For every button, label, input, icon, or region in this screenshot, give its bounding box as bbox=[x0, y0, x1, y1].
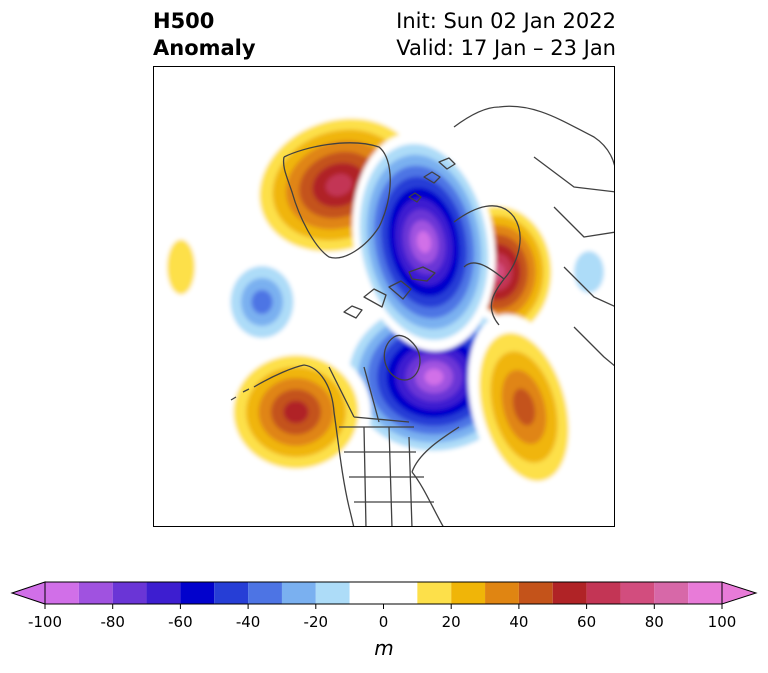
contour-siberia-10 bbox=[416, 231, 432, 253]
title-variable: H500 bbox=[153, 9, 215, 33]
colorbar-tick-label: 60 bbox=[577, 613, 596, 631]
colorbar-tick-label: -20 bbox=[304, 613, 329, 631]
colorbar-tick-label: 20 bbox=[442, 613, 461, 631]
contour-greenland-7 bbox=[325, 173, 353, 197]
colorbar-segment bbox=[383, 582, 418, 604]
init-date: Init: Sun 02 Jan 2022 bbox=[396, 9, 616, 33]
colorbar-segment bbox=[552, 582, 587, 604]
title-field: Anomaly bbox=[153, 36, 256, 60]
colorbar-segment bbox=[654, 582, 689, 604]
colorbar-segment bbox=[146, 582, 181, 604]
colorbar-tick-label: 80 bbox=[645, 613, 664, 631]
colorbar-segment bbox=[417, 582, 452, 604]
colorbar-segment bbox=[586, 582, 621, 604]
anomaly-atlantic bbox=[468, 314, 580, 500]
map-panel bbox=[153, 66, 615, 527]
contour-wpacific-2 bbox=[167, 239, 195, 295]
colorbar-tick-label: 40 bbox=[509, 613, 528, 631]
anomaly-pacific bbox=[220, 254, 304, 350]
anomaly-map bbox=[154, 105, 614, 526]
coastline-6 bbox=[408, 266, 436, 282]
colorbar-tick-label: -40 bbox=[236, 613, 261, 631]
colorbar-segment bbox=[688, 582, 722, 604]
colorbar-tick-label: 0 bbox=[379, 613, 389, 631]
colorbar-segment bbox=[315, 582, 350, 604]
coastline-0 bbox=[303, 364, 355, 526]
colorbar-tick-label: 100 bbox=[708, 613, 737, 631]
colorbar-segment bbox=[281, 582, 316, 604]
colorbar-segment bbox=[78, 582, 113, 604]
colorbar-segment bbox=[620, 582, 655, 604]
colorbar-tick-label: -80 bbox=[100, 613, 125, 631]
colorbar-extend-high bbox=[721, 581, 758, 605]
coastline-2 bbox=[411, 426, 460, 526]
colorbar-unit-label: m bbox=[374, 636, 394, 660]
colorbar-segment bbox=[248, 582, 282, 604]
coastline-7 bbox=[453, 205, 521, 326]
map-title: H500 Anomaly bbox=[153, 8, 256, 62]
colorbar-segment bbox=[45, 582, 79, 604]
contour-alaska-6 bbox=[283, 400, 309, 424]
colorbar-segment bbox=[214, 582, 249, 604]
colorbar-tick-label: -100 bbox=[28, 613, 62, 631]
coastline-1 bbox=[230, 364, 305, 401]
colorbar-segment bbox=[349, 582, 384, 604]
coastline-5 bbox=[282, 142, 391, 259]
valid-range: Valid: 17 Jan – 23 Jan bbox=[396, 36, 616, 60]
coastline-11 bbox=[328, 366, 410, 423]
colorbar-extend-low bbox=[10, 581, 46, 605]
coastline-3 bbox=[383, 334, 421, 381]
colorbar-segment bbox=[451, 582, 486, 604]
coastline-12 bbox=[408, 157, 456, 203]
map-dates: Init: Sun 02 Jan 2022 Valid: 17 Jan – 23… bbox=[370, 8, 616, 62]
anomaly-alaska bbox=[221, 344, 371, 480]
coastline-4 bbox=[343, 280, 412, 319]
anomaly-wpacific bbox=[154, 212, 209, 322]
coastline-10 bbox=[339, 426, 434, 526]
colorbar-tick-label: -60 bbox=[168, 613, 193, 631]
anomaly-asia bbox=[559, 230, 614, 314]
colorbar-segment bbox=[112, 582, 147, 604]
contour-atlantic-5 bbox=[512, 388, 536, 426]
colorbar-segment bbox=[485, 582, 519, 604]
contour-canada-10 bbox=[424, 368, 444, 386]
contour-asia-2 bbox=[574, 251, 604, 293]
colorbar-segment bbox=[180, 582, 215, 604]
coastline-8 bbox=[453, 105, 614, 166]
colorbar: -100 -80 -60 -40 -20 0 20 40 60 80 100 bbox=[10, 581, 758, 631]
coastline-9 bbox=[533, 156, 614, 367]
anomaly-siberia bbox=[352, 132, 496, 352]
colorbar-segment bbox=[518, 582, 553, 604]
contour-pacific-4 bbox=[251, 290, 273, 314]
